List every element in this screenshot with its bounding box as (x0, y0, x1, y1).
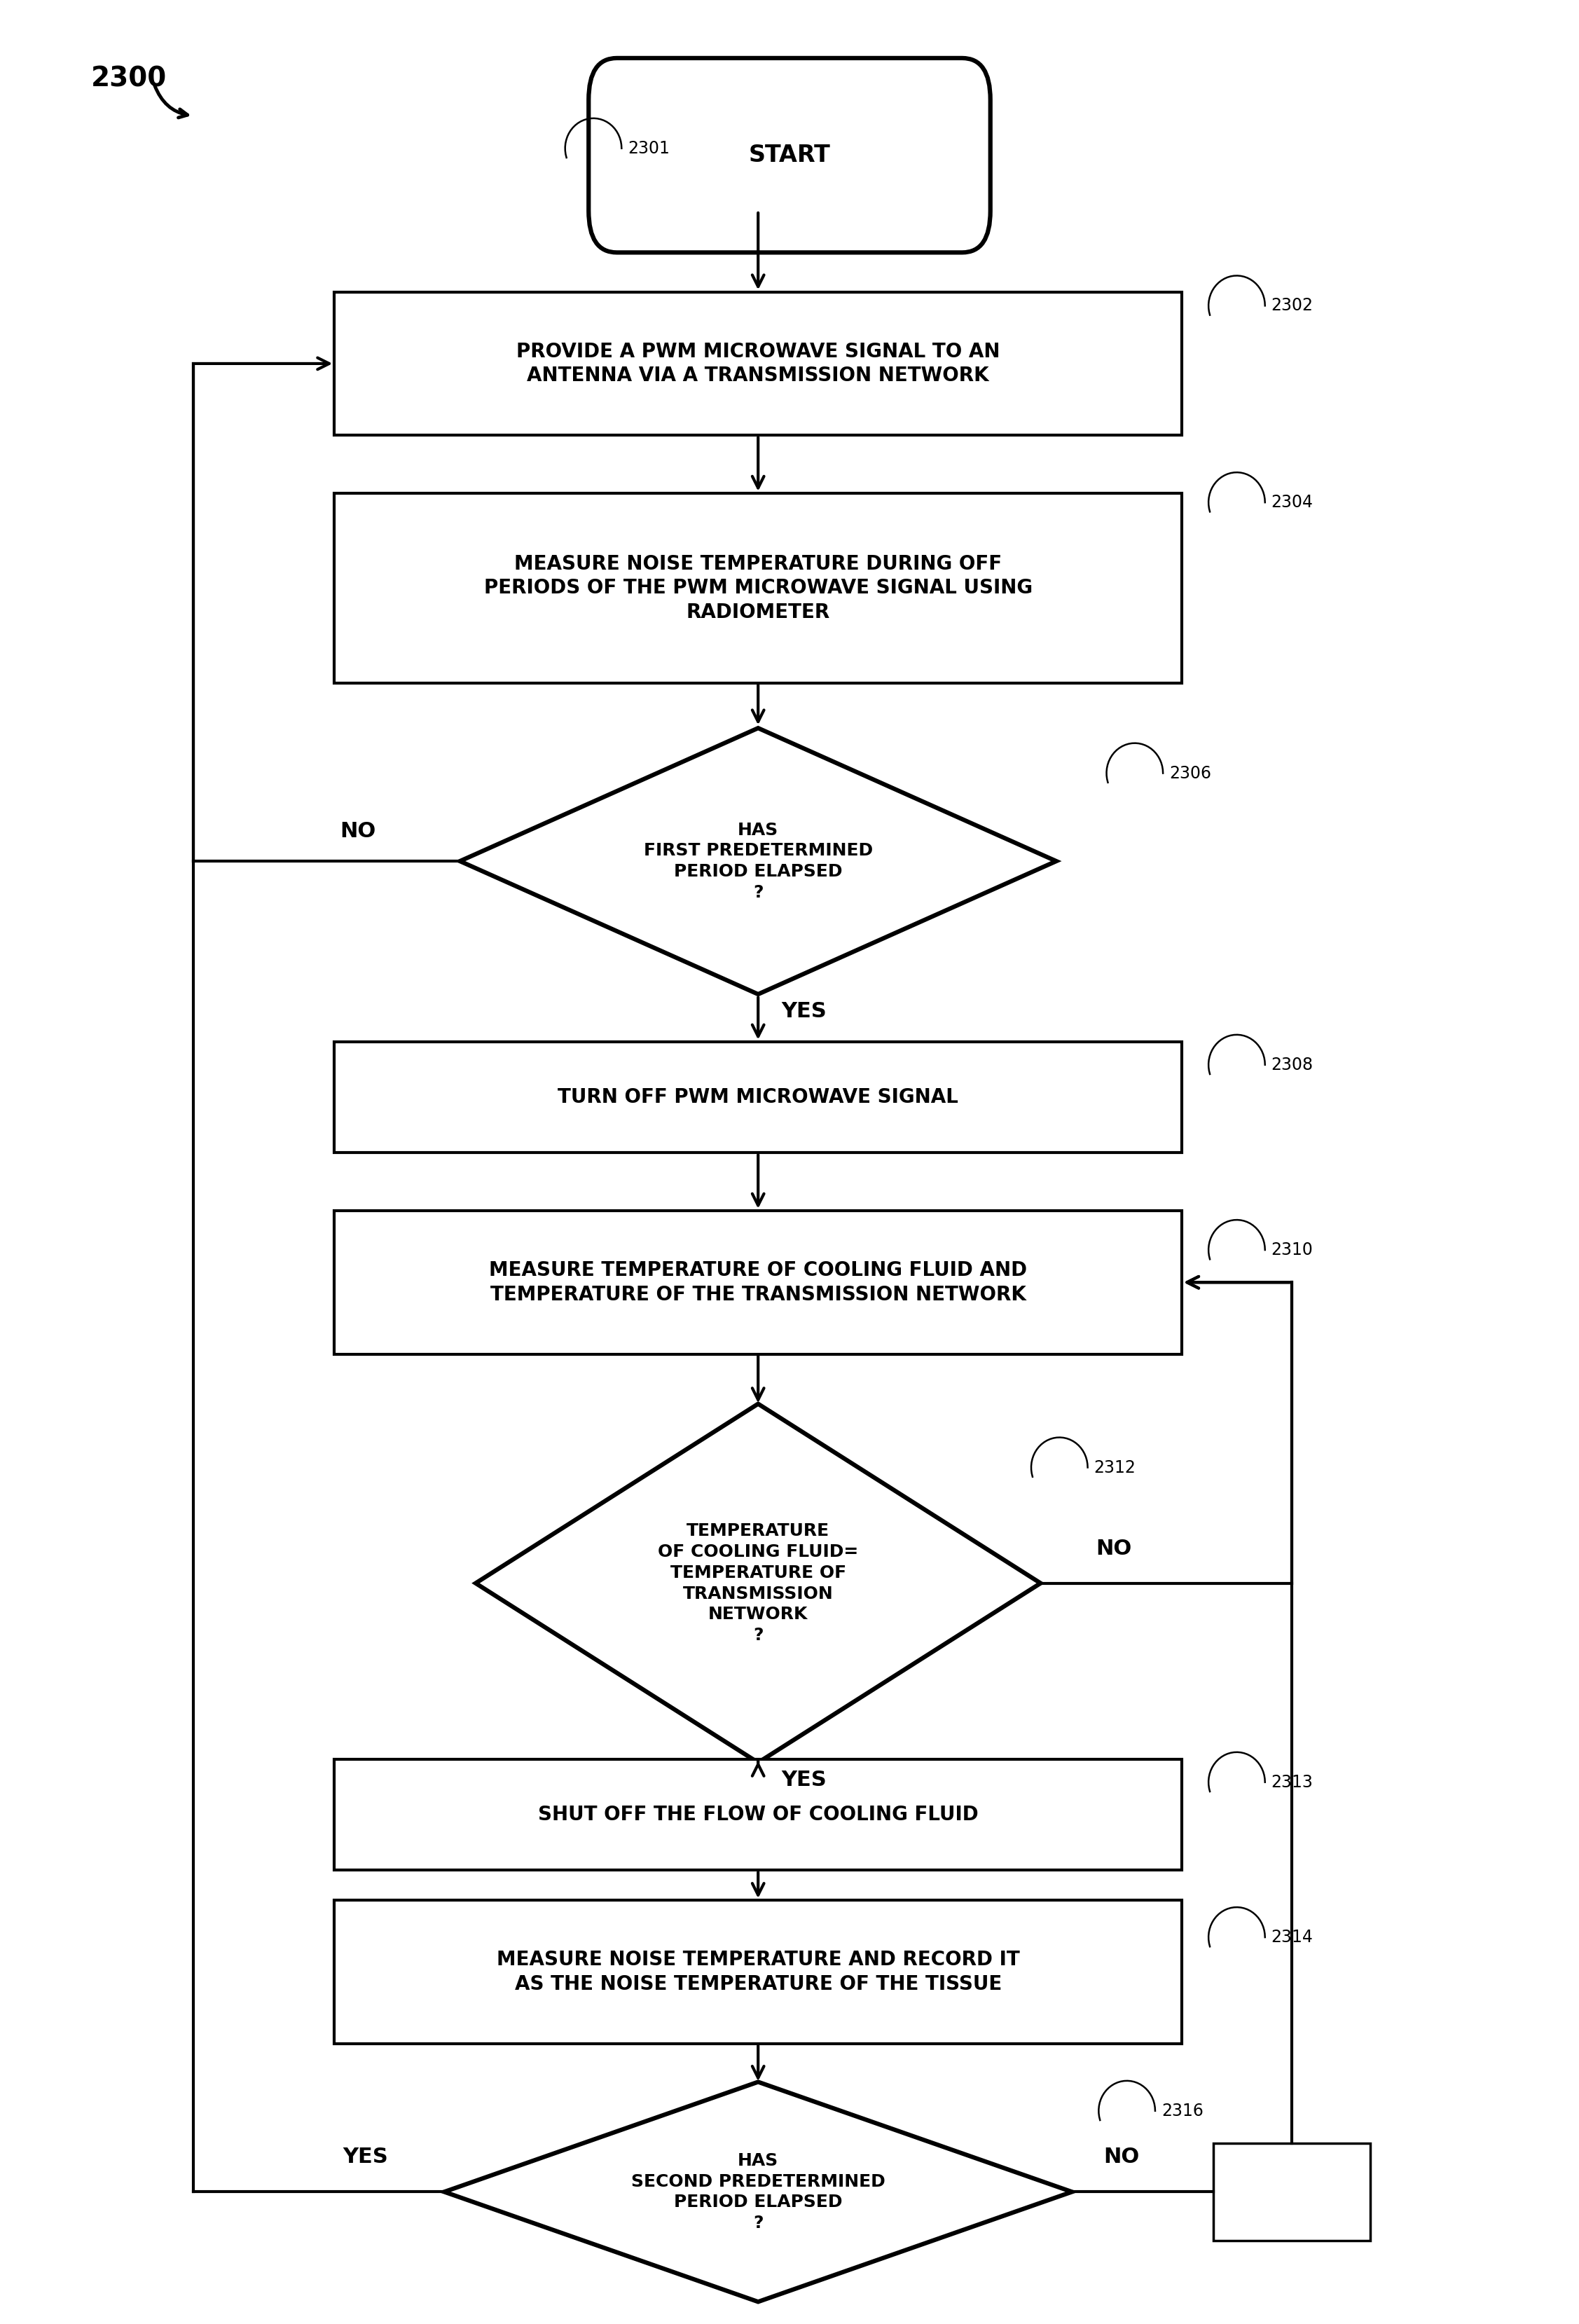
Text: PROVIDE A PWM MICROWAVE SIGNAL TO AN
ANTENNA VIA A TRANSMISSION NETWORK: PROVIDE A PWM MICROWAVE SIGNAL TO AN ANT… (516, 342, 1000, 386)
Text: HAS
SECOND PREDETERMINED
PERIOD ELAPSED
?: HAS SECOND PREDETERMINED PERIOD ELAPSED … (632, 2152, 886, 2231)
Text: TURN OFF PWM MICROWAVE SIGNAL: TURN OFF PWM MICROWAVE SIGNAL (557, 1088, 958, 1106)
Bar (335, 1041, 1181, 1153)
FancyBboxPatch shape (589, 58, 990, 253)
Text: YES: YES (782, 1002, 827, 1023)
Bar (335, 293, 1181, 435)
Text: 2313: 2313 (1271, 1773, 1314, 1789)
Text: 2302: 2302 (1271, 297, 1314, 314)
Text: 2316: 2316 (1162, 2103, 1203, 2119)
Text: 2306: 2306 (1170, 765, 1211, 781)
Text: 2310: 2310 (1271, 1241, 1314, 1257)
Polygon shape (459, 727, 1056, 995)
Text: MEASURE NOISE TEMPERATURE DURING OFF
PERIODS OF THE PWM MICROWAVE SIGNAL USING
R: MEASURE NOISE TEMPERATURE DURING OFF PER… (483, 553, 1033, 623)
Text: 2304: 2304 (1271, 495, 1314, 511)
Text: YES: YES (343, 2147, 388, 2168)
Text: MEASURE TEMPERATURE OF COOLING FLUID AND
TEMPERATURE OF THE TRANSMISSION NETWORK: MEASURE TEMPERATURE OF COOLING FLUID AND… (489, 1260, 1028, 1304)
Bar (335, 1759, 1181, 1871)
Text: 2300: 2300 (92, 65, 167, 93)
Text: NO: NO (1096, 1538, 1132, 1559)
Bar (335, 1901, 1181, 2043)
Text: YES: YES (782, 1771, 827, 1789)
Bar (1213, 2143, 1371, 2240)
Bar (335, 493, 1181, 683)
Text: 2301: 2301 (628, 139, 669, 156)
Text: HAS
FIRST PREDETERMINED
PERIOD ELAPSED
?: HAS FIRST PREDETERMINED PERIOD ELAPSED ? (644, 820, 873, 902)
Text: NO: NO (1104, 2147, 1140, 2168)
Bar (335, 1211, 1181, 1355)
Text: NO: NO (339, 820, 376, 841)
Text: 2314: 2314 (1271, 1929, 1314, 1945)
Polygon shape (444, 2082, 1072, 2301)
Text: 2308: 2308 (1271, 1057, 1314, 1074)
Text: MEASURE NOISE TEMPERATURE AND RECORD IT
AS THE NOISE TEMPERATURE OF THE TISSUE: MEASURE NOISE TEMPERATURE AND RECORD IT … (496, 1950, 1020, 1994)
Text: SHUT OFF THE FLOW OF COOLING FLUID: SHUT OFF THE FLOW OF COOLING FLUID (538, 1806, 979, 1824)
Polygon shape (475, 1404, 1041, 1762)
Text: START: START (748, 144, 831, 167)
Text: TEMPERATURE
OF COOLING FLUID=
TEMPERATURE OF
TRANSMISSION
NETWORK
?: TEMPERATURE OF COOLING FLUID= TEMPERATUR… (658, 1522, 859, 1643)
Text: 2312: 2312 (1094, 1459, 1135, 1476)
